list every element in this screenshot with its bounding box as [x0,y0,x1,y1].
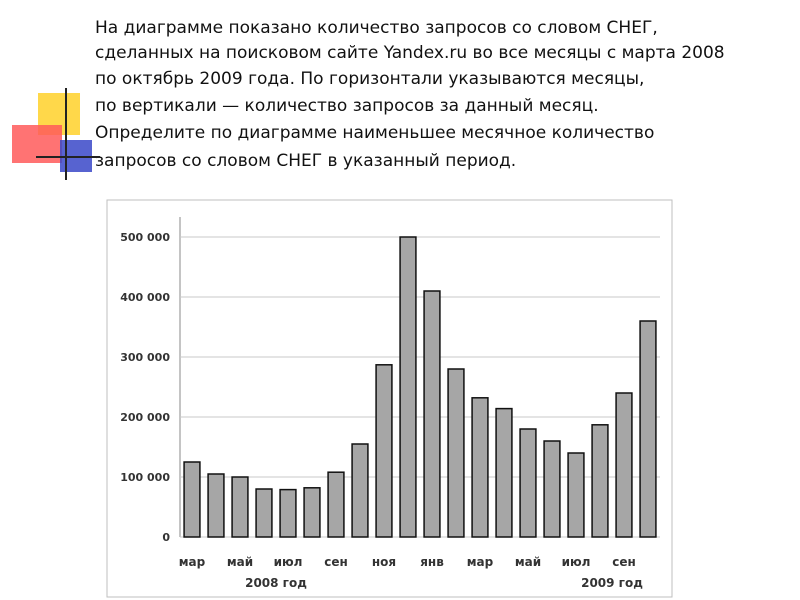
bar [615,392,633,538]
bar [471,397,489,538]
x-tick-label: сен [612,555,636,569]
y-tick-label: 200 000 [120,411,170,424]
x-tick-label: мар [467,555,494,569]
text-line: сделанных на поисковом сайте Yandex.ru в… [95,43,725,63]
y-tick-label: 300 000 [120,351,170,364]
bar [543,440,561,538]
bar [255,488,273,538]
text-line: На диаграмме показано количество запросо… [95,18,658,38]
bar [183,461,201,538]
text-line: запросов со словом СНЕГ в указанный пери… [95,151,517,171]
bar [567,452,585,538]
x-tick-label: янв [420,555,444,569]
bar [591,424,609,538]
x-tick-label: ноя [372,555,396,569]
bar [423,290,441,538]
text-line: Определите по диаграмме наименьшее месяч… [95,123,655,143]
x-tick-label: мар [179,555,206,569]
bar [399,236,417,538]
y-tick-label: 400 000 [120,291,170,304]
y-tick-label: 100 000 [120,471,170,484]
bar [231,476,249,538]
text-line: по октябрь 2009 года. По горизонтали ука… [95,69,645,89]
year-label: 2008 год [245,576,307,590]
y-tick-label: 0 [162,531,170,544]
bar [519,428,537,538]
text-line: по вертикали — количество запросов за да… [95,96,599,116]
bar [207,473,225,538]
year-label: 2009 год [581,576,643,590]
x-tick-label: июл [274,555,303,569]
bar [351,443,369,538]
y-tick-label: 500 000 [120,231,170,244]
bar [639,320,657,538]
x-tick-label: май [515,555,541,569]
bar [303,487,321,538]
bar [447,368,465,538]
x-tick-label: май [227,555,253,569]
bar [327,471,345,538]
bar [279,488,297,538]
bar [375,364,393,538]
x-tick-label: июл [562,555,591,569]
x-tick-label: сен [324,555,348,569]
bar [495,407,513,538]
